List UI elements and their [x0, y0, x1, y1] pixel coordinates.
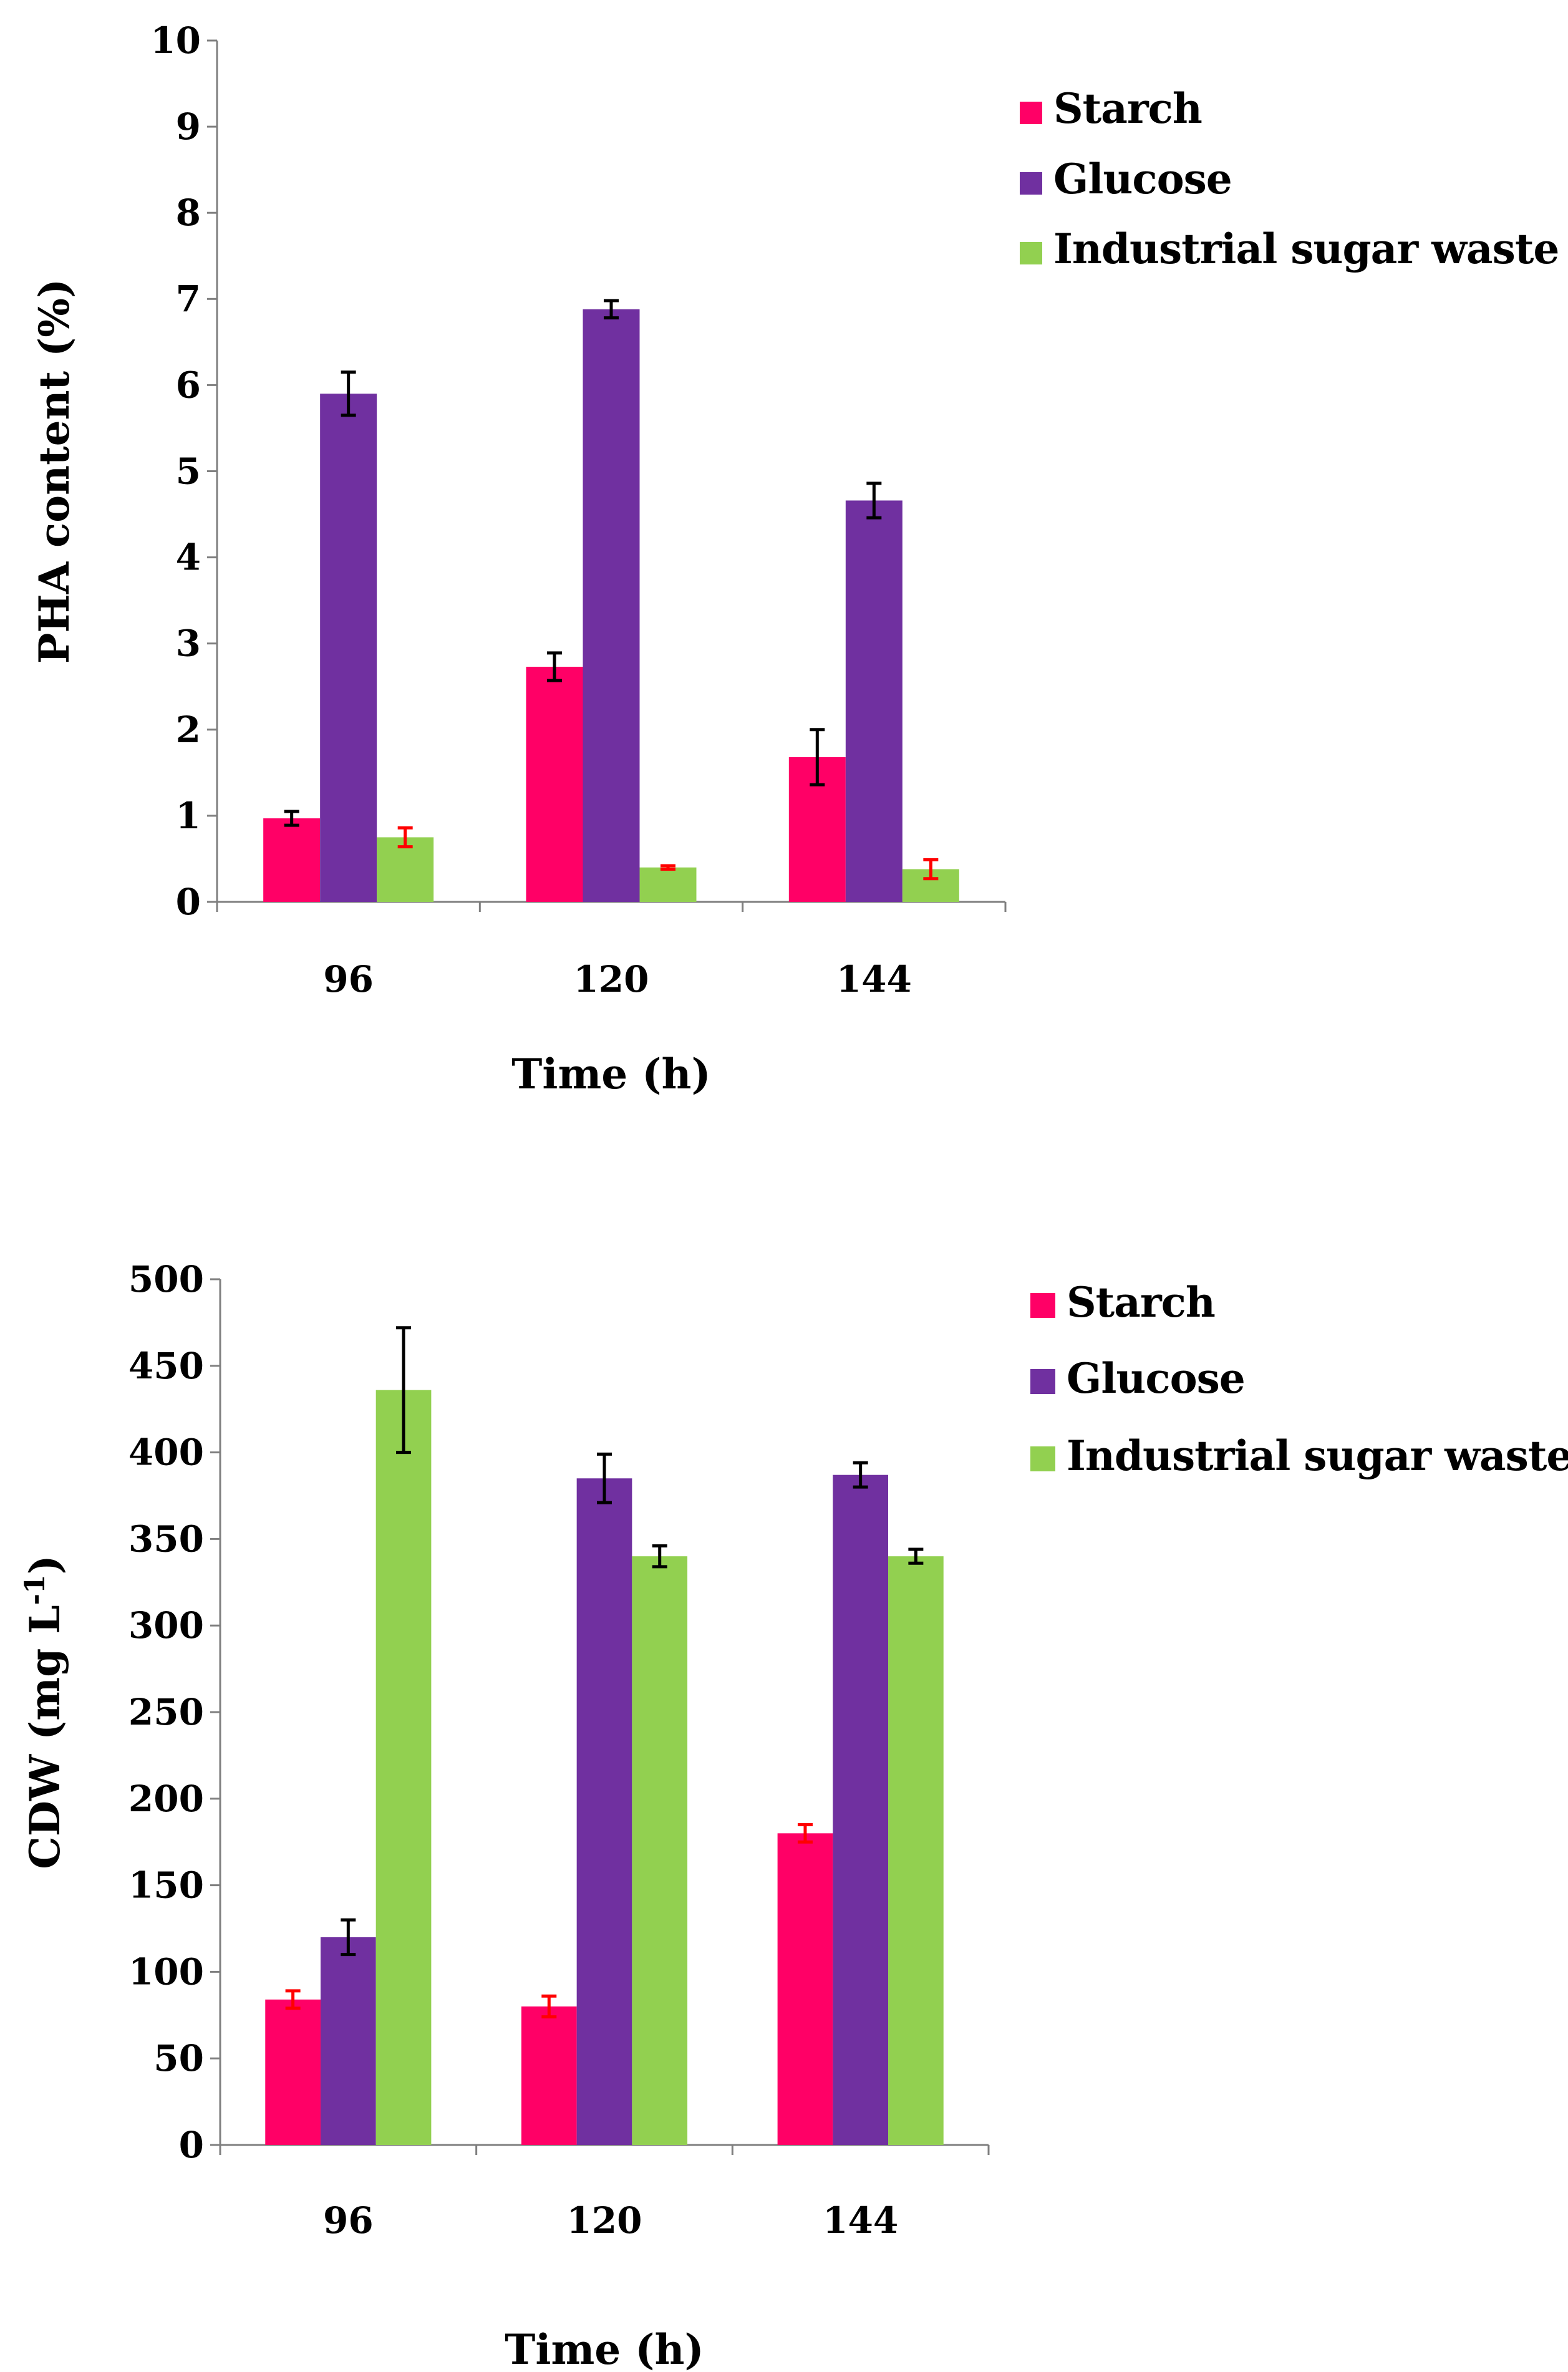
y-tick-label: 0 — [179, 2124, 204, 2166]
legend-label: Industrial sugar waste — [1067, 1431, 1568, 1480]
y-tick-label: 400 — [128, 1431, 204, 1474]
pha-content-chart: 0 1 2 3 4 5 6 7 8 9 10 96 120 144 PHA content (%) Time … — [30, 19, 1559, 1098]
y-tick-label: 100 — [128, 1950, 204, 1993]
bar-starch — [526, 666, 583, 902]
x-tick-label: 96 — [323, 2199, 374, 2242]
y-axis-title: CDW (mg L-1) — [19, 1555, 69, 1869]
legend-swatch — [1030, 1369, 1055, 1394]
y-tick-label: 8 — [176, 191, 201, 234]
bar-starch — [521, 2006, 577, 2145]
legend-label: Glucose — [1067, 1354, 1245, 1403]
y-tick-label: 150 — [128, 1864, 204, 1907]
x-tick-label: 144 — [836, 958, 912, 1000]
y-tick-label: 500 — [128, 1258, 204, 1300]
y-tick-label: 50 — [153, 2037, 204, 2079]
y-tick-label: 3 — [176, 622, 201, 665]
legend-label: Glucose — [1053, 155, 1232, 203]
x-axis-title: Time (h) — [511, 1050, 710, 1098]
bar-industrial-sugar-waste — [888, 1556, 944, 2145]
y-tick-label: 1 — [176, 795, 201, 837]
legend-label: Starch — [1067, 1278, 1215, 1327]
legend-swatch — [1030, 1446, 1055, 1471]
y-tick-label: 250 — [128, 1691, 204, 1733]
x-tick-label: 144 — [823, 2199, 898, 2242]
y-tick-label: 7 — [176, 278, 201, 320]
y-tick-label: 10 — [150, 19, 201, 62]
y-tick-label: 450 — [128, 1345, 204, 1387]
bar-starch — [263, 818, 321, 902]
x-tick-label: 120 — [573, 958, 649, 1000]
y-tick-label: 6 — [176, 364, 201, 406]
bar-glucose — [320, 394, 377, 902]
bar-starch — [265, 1999, 321, 2145]
y-tick-label: 4 — [176, 536, 201, 579]
y-tick-label: 5 — [176, 450, 201, 493]
legend-label: Starch — [1053, 84, 1202, 133]
legend-swatch — [1030, 1293, 1055, 1318]
y-tick-label: 200 — [128, 1778, 204, 1820]
x-tick-label: 120 — [566, 2199, 642, 2242]
bar-industrial-sugar-waste — [632, 1556, 688, 2145]
bar-glucose — [320, 1937, 376, 2145]
bar-glucose — [833, 1474, 889, 2145]
bar-glucose — [583, 309, 640, 902]
y-tick-label: 0 — [176, 881, 201, 923]
legend-swatch — [1020, 172, 1042, 195]
legend-label: Industrial sugar waste — [1053, 225, 1559, 273]
bar-glucose — [845, 500, 903, 902]
bar-glucose — [576, 1478, 632, 2145]
legend-swatch — [1020, 242, 1042, 264]
y-tick-label: 300 — [128, 1604, 204, 1647]
y-tick-label: 350 — [128, 1518, 204, 1560]
bar-industrial-sugar-waste — [639, 867, 697, 902]
y-axis-title: PHA content (%) — [30, 279, 79, 664]
x-axis-title: Time (h) — [505, 2325, 704, 2372]
bar-starch — [777, 1833, 833, 2145]
bar-industrial-sugar-waste — [375, 1390, 432, 2145]
y-tick-label: 2 — [176, 709, 201, 751]
legend-swatch — [1020, 102, 1042, 124]
x-tick-label: 96 — [323, 958, 374, 1000]
y-tick-label: 9 — [176, 105, 201, 148]
cdw-chart: 0 50 100 150 200 250 300 350 400 450 500 96 120 144 CD… — [19, 1258, 1568, 2372]
